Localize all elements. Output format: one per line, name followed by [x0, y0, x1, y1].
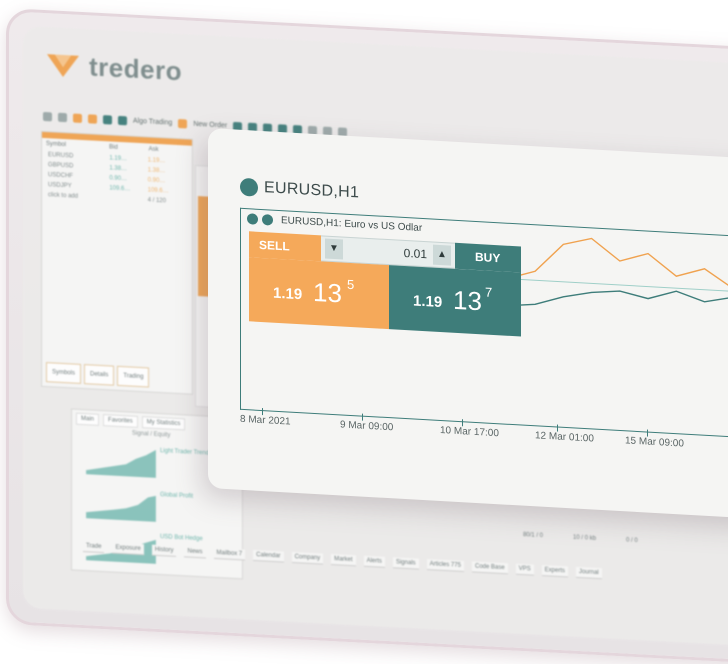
sell-label: SELL	[259, 237, 290, 254]
tab-experts[interactable]: Experts	[541, 565, 569, 578]
market-watch-panel: Symbol Bid Ask EURUSD 1.19… 1.19… GBPUSD…	[41, 130, 193, 395]
col-ask[interactable]: Ask	[148, 146, 159, 153]
buy-button[interactable]: BUY	[455, 242, 521, 273]
tab-vps[interactable]: VPS	[515, 563, 534, 576]
x-tick-label: 12 Mar 01:00	[535, 430, 594, 445]
signal-header: Signal / Equity	[132, 430, 171, 439]
status-values: 80/1 / 0 10 / 0 kb 0 / 0	[523, 532, 638, 544]
chart-header: EURUSD,H1	[240, 177, 360, 203]
tab-main[interactable]: Main	[76, 412, 100, 426]
terminal-window: tredero Algo Trading New Order Symbol	[6, 8, 728, 664]
profiles-icon[interactable]	[58, 112, 67, 122]
tab-trading[interactable]: Trading	[117, 365, 150, 388]
x-tick-mark	[462, 419, 463, 427]
tab-my-statistics[interactable]: My Statistics	[141, 416, 186, 431]
sell-price-main: 13	[313, 276, 342, 309]
signal-name: Global Profit	[160, 492, 194, 500]
buy-price-button[interactable]: 1.19 13 7	[389, 265, 521, 337]
buy-label: BUY	[475, 249, 501, 266]
tab-signals[interactable]: Signals	[392, 557, 419, 570]
one-click-trading-panel: SELL ▼ 0.01 ▲ BUY 1.19 13 5 1.19 13 7	[249, 231, 521, 337]
add-symbol-label: click to add	[48, 192, 79, 200]
x-tick-label: 15 Mar 09:00	[625, 435, 684, 450]
tab-market[interactable]: Market	[331, 554, 356, 567]
x-tick-label: 9 Mar 09:00	[340, 419, 394, 434]
lot-increase-icon[interactable]: ▲	[433, 244, 451, 266]
brand-name: tredero	[89, 51, 183, 87]
new-order-button[interactable]: New Order	[193, 120, 228, 130]
signal-name: USD Bot Hedge	[160, 534, 203, 543]
tab-history[interactable]: History	[151, 544, 177, 557]
status-value: 10 / 0 kb	[573, 534, 597, 542]
status-value: 0 / 0	[626, 537, 638, 545]
tab-journal[interactable]: Journal	[576, 566, 602, 580]
algo-trading-icon[interactable]	[118, 115, 127, 125]
tab-symbols[interactable]: Symbols	[46, 362, 82, 384]
signal-equity-sparkline	[86, 495, 156, 522]
new-order-icon[interactable]	[178, 118, 188, 129]
tab-calendar[interactable]: Calendar	[253, 549, 284, 563]
row-ask: 109.6…	[147, 187, 169, 195]
x-tick-label: 8 Mar 2021	[240, 413, 291, 428]
market-watch-icon[interactable]	[73, 113, 82, 123]
row-bid: 1.38…	[109, 165, 128, 173]
x-tick-mark	[557, 424, 558, 432]
terminal-content: tredero Algo Trading New Order Symbol	[23, 25, 728, 647]
chart-status-icon	[240, 177, 258, 197]
indicator-dot-icon	[247, 213, 258, 225]
sell-price-button[interactable]: 1.19 13 5	[249, 257, 389, 330]
buy-price-pipette: 7	[485, 284, 493, 300]
tab-company[interactable]: Company	[291, 551, 324, 565]
chart-area[interactable]: EURUSD,H1: Euro vs US Odlar SELL ▼ 0.01 …	[240, 207, 728, 441]
status-value: 80/1 / 0	[523, 532, 544, 540]
tab-news[interactable]: News	[184, 546, 206, 559]
indicator-dot-icon	[262, 214, 273, 226]
buy-price-prefix: 1.19	[413, 292, 443, 312]
row-bid: 0.90…	[109, 175, 128, 183]
chart-title: EURUSD,H1	[264, 179, 360, 202]
tredero-logo-icon	[47, 53, 79, 77]
col-bid[interactable]: Bid	[109, 144, 118, 151]
x-tick-mark	[262, 408, 263, 416]
signal-item[interactable]: Light Trader Trend Plus	[86, 440, 226, 481]
navigator-icon[interactable]	[103, 114, 112, 125]
x-tick-mark	[362, 413, 363, 421]
symbol-count: 4 / 120	[147, 197, 167, 205]
new-chart-icon[interactable]	[43, 111, 52, 121]
data-window-icon[interactable]	[88, 113, 97, 124]
row-ask: 0.90…	[147, 177, 166, 185]
chart-card: EURUSD,H1 EURUSD,H1: Euro vs US Odlar SE…	[208, 128, 728, 520]
row-bid	[109, 195, 147, 203]
row-ask: 1.38…	[147, 167, 166, 175]
algo-trading-button[interactable]: Algo Trading	[133, 117, 173, 127]
tab-trade[interactable]: Trade	[83, 541, 105, 554]
col-symbol[interactable]: Symbol	[46, 141, 67, 149]
lot-size-input[interactable]: 0.01	[403, 245, 427, 262]
sell-button[interactable]: SELL	[249, 231, 321, 262]
row-ask: 1.19…	[147, 157, 166, 165]
sell-price-pipette: 5	[347, 276, 355, 293]
brand-logo: tredero	[45, 49, 182, 87]
tab-articles[interactable]: Articles 775	[426, 559, 464, 573]
market-watch-tabs: Symbols Details Trading	[46, 362, 150, 388]
signal-item[interactable]: Global Profit	[86, 484, 226, 525]
signal-equity-sparkline	[86, 449, 156, 478]
tab-exposure[interactable]: Exposure	[112, 542, 144, 556]
tab-mailbox[interactable]: Mailbox 7	[213, 547, 246, 561]
x-tick-label: 10 Mar 17:00	[440, 424, 499, 440]
buy-price-main: 13	[453, 284, 482, 317]
tab-details[interactable]: Details	[84, 364, 115, 386]
tab-alerts[interactable]: Alerts	[363, 555, 385, 568]
sell-price-prefix: 1.19	[273, 284, 303, 304]
tab-favorites[interactable]: Favorites	[103, 414, 138, 428]
tab-code-base[interactable]: Code Base	[471, 561, 508, 575]
price-reference-line	[491, 277, 728, 295]
row-bid: 1.19…	[109, 155, 128, 163]
x-tick-mark	[647, 429, 648, 437]
row-bid: 109.6…	[109, 185, 131, 193]
lot-decrease-icon[interactable]: ▼	[325, 238, 343, 260]
